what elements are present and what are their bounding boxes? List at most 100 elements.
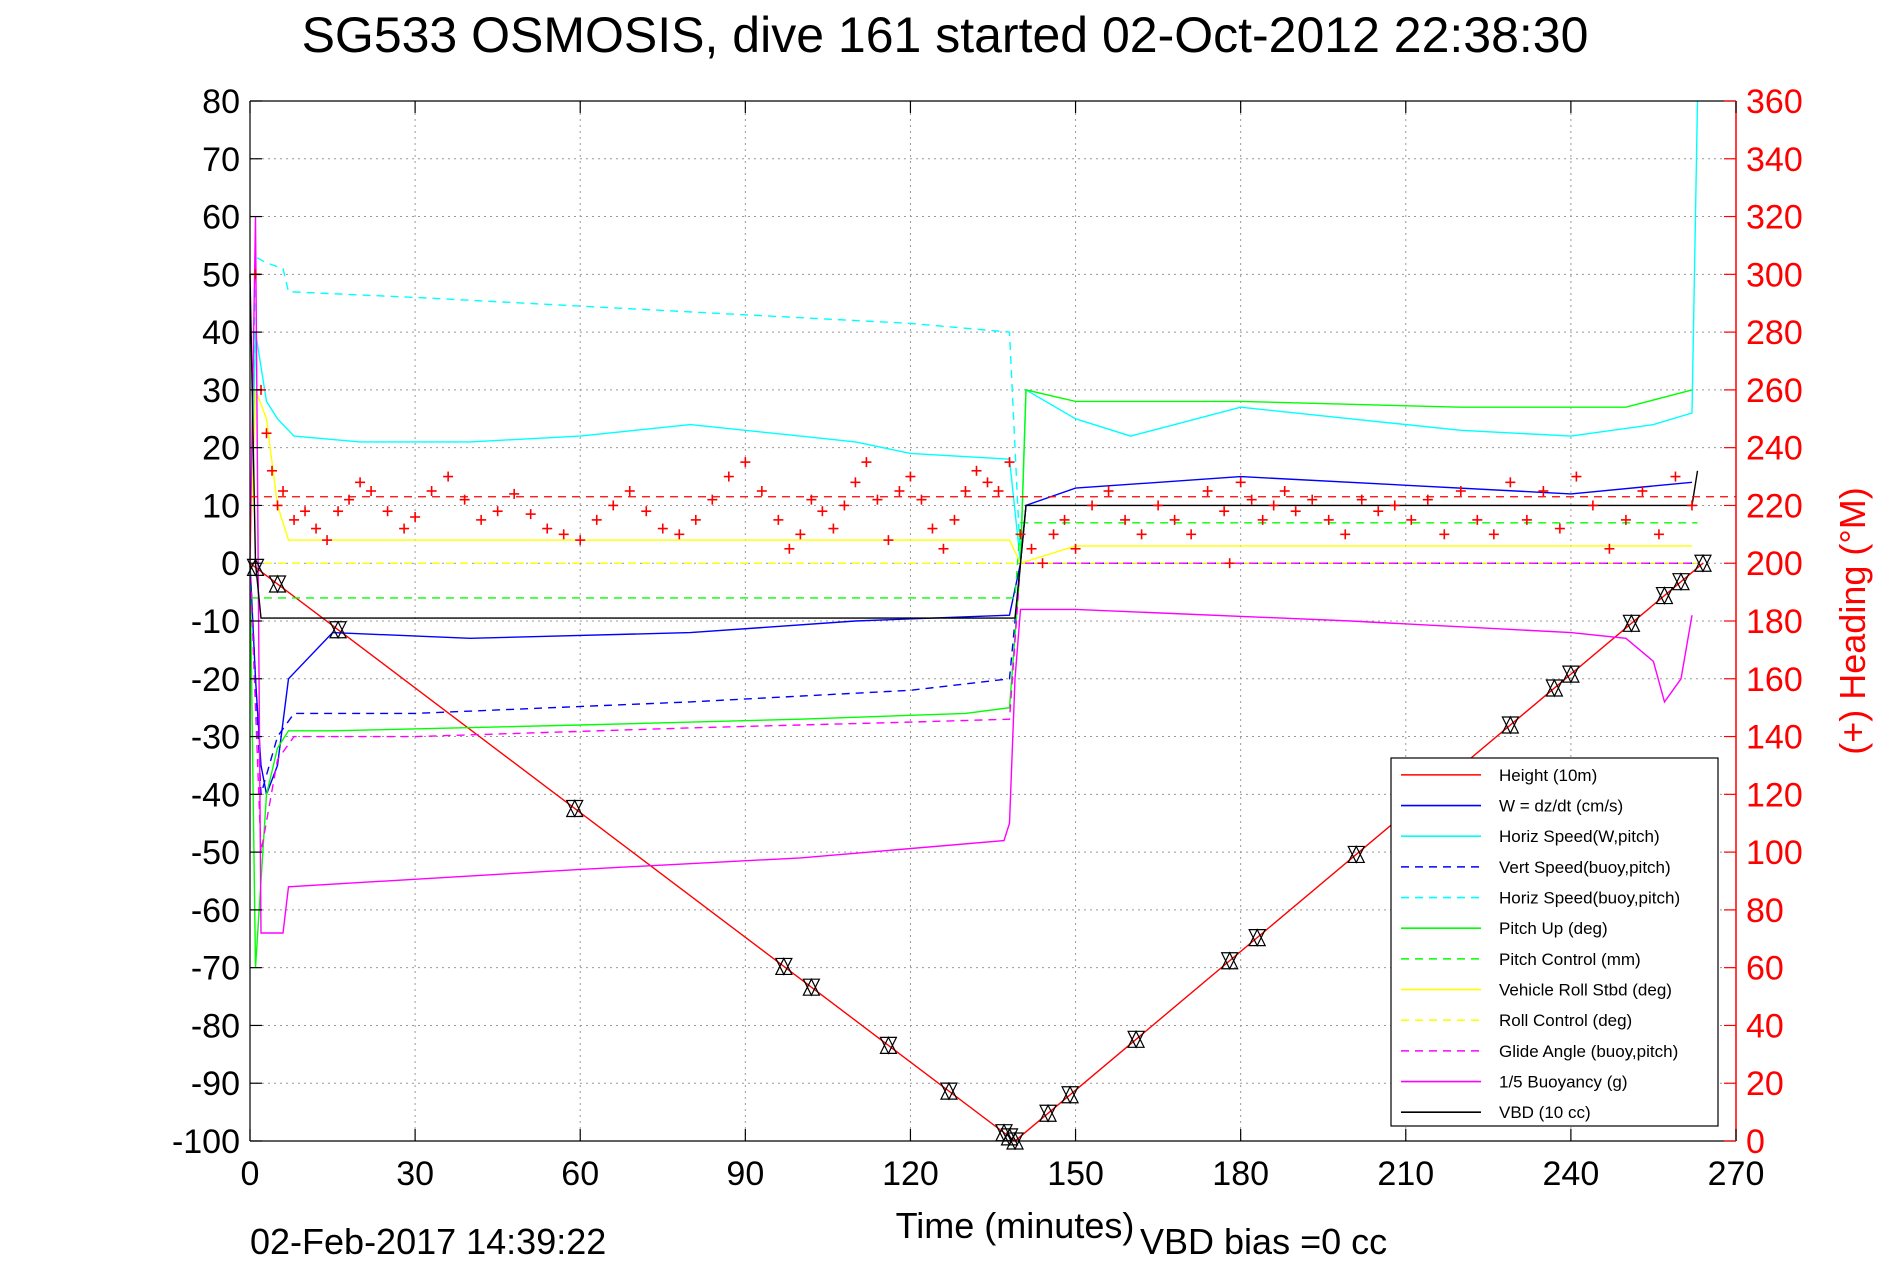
heading-point <box>1037 558 1048 569</box>
y-tick-label: 40 <box>202 314 240 352</box>
heading-point <box>272 500 283 511</box>
heading-point <box>1202 486 1213 496</box>
legend-label: Vert Speed(buoy,pitch) <box>1499 858 1671 877</box>
heading-point <box>690 514 701 525</box>
heading-point <box>542 523 553 534</box>
heading-point <box>289 514 300 525</box>
heading-point <box>905 471 916 482</box>
heading-point <box>344 494 355 505</box>
y-tick-label: -20 <box>191 661 240 699</box>
right-tick-label: 320 <box>1746 199 1803 237</box>
profile-marker <box>1545 678 1564 698</box>
heading-point <box>1670 471 1681 482</box>
y-tick-label: 80 <box>202 83 240 121</box>
heading-point <box>492 506 503 517</box>
profile-marker <box>879 1036 898 1055</box>
profile-marker <box>1561 664 1580 684</box>
y-tick-label: -90 <box>191 1065 240 1103</box>
x-tick-label: 240 <box>1543 1155 1600 1193</box>
heading-point <box>476 514 487 525</box>
heading-point <box>591 514 602 525</box>
heading-point <box>1587 500 1598 511</box>
y-tick-label: -100 <box>172 1123 240 1161</box>
heading-point <box>1373 506 1384 517</box>
heading-point <box>795 529 806 540</box>
heading-point <box>300 506 311 517</box>
heading-point <box>1356 494 1367 505</box>
heading-point <box>1219 506 1230 517</box>
heading-point <box>322 535 333 546</box>
series-vehicle-roll-stbd-deg <box>249 389 1692 565</box>
x-tick-label: 30 <box>396 1155 434 1193</box>
heading-point <box>1686 500 1697 511</box>
y-tick-label: 60 <box>202 199 240 237</box>
heading-point <box>1455 486 1466 496</box>
heading-point <box>1554 523 1565 534</box>
heading-point <box>1340 529 1351 540</box>
heading-point <box>410 512 421 522</box>
heading-point <box>1488 529 1499 540</box>
heading-point <box>971 465 982 476</box>
series-glide-angle-buoy-pitch <box>249 562 1698 853</box>
legend-box <box>1390 757 1719 1127</box>
heading-point <box>1235 477 1246 488</box>
profile-marker <box>565 799 584 818</box>
heading-point <box>927 523 938 534</box>
right-tick-label: 340 <box>1746 141 1803 179</box>
heading-point <box>1538 486 1549 496</box>
heading-point <box>1070 543 1081 554</box>
y-axis-ticks: 80 70 60 50 40 30 20 10 0 -10 -20 -30 -40 -50 -60 -70 -8… <box>172 83 262 1161</box>
y-tick-label: -10 <box>191 603 240 641</box>
heading-point <box>806 494 817 505</box>
x-tick-label: 270 <box>1708 1155 1765 1193</box>
right-tick-label: 360 <box>1746 83 1803 121</box>
heading-point <box>828 523 839 534</box>
right-tick-label: 60 <box>1746 950 1784 988</box>
heading-point <box>894 486 905 496</box>
profile-marker <box>802 977 821 997</box>
profile-marker <box>1694 553 1712 573</box>
profile-marker <box>1671 572 1690 592</box>
x-tick-label: 90 <box>726 1155 764 1193</box>
heading-point <box>624 486 635 496</box>
profile-marker <box>1655 586 1674 605</box>
heading-point <box>949 514 960 525</box>
series-vert-speed-buoy-pitch <box>249 562 1698 795</box>
heading-point <box>1224 558 1235 569</box>
x-axis-ticks: 0 30 60 90 120 150 180 210 240 270 <box>241 101 1765 1193</box>
legend-label: Glide Angle (buoy,pitch) <box>1499 1042 1678 1061</box>
heading-point <box>1120 514 1131 525</box>
heading-point <box>756 486 767 496</box>
profile-marker <box>1347 845 1366 864</box>
heading-point <box>1015 529 1026 540</box>
right-tick-label: 200 <box>1746 545 1803 583</box>
heading-point <box>916 494 927 505</box>
legend-label: Horiz Speed(W,pitch) <box>1499 827 1660 846</box>
profile-marker <box>1622 613 1641 633</box>
heading-point <box>278 486 289 496</box>
profile-marker <box>1248 928 1267 947</box>
heading-point <box>674 529 685 540</box>
legend-label: Vehicle Roll Stbd (deg) <box>1499 981 1672 1000</box>
chart-title: SG533 OSMOSIS, dive 161 started 02-Oct-2… <box>302 7 1589 63</box>
heading-point <box>1246 494 1257 505</box>
heading-point <box>740 457 751 468</box>
series-layer <box>249 100 1704 1142</box>
heading-point <box>443 471 454 482</box>
series-horiz-speed-w-pitch <box>249 100 1699 564</box>
heading-point <box>982 477 993 488</box>
right-tick-label: 280 <box>1746 314 1803 352</box>
heading-point <box>1059 514 1070 525</box>
heading-point <box>1323 514 1334 525</box>
heading-point <box>459 494 470 505</box>
y-tick-label: 30 <box>202 372 240 410</box>
heading-point <box>355 477 366 488</box>
profile-marker <box>246 558 265 577</box>
grid-lines <box>250 101 1736 1141</box>
profile-marker <box>939 1081 958 1101</box>
heading-point <box>1169 514 1180 525</box>
right-tick-label: 80 <box>1746 892 1784 930</box>
heading-point <box>1472 514 1483 525</box>
right-tick-label: 300 <box>1746 256 1803 294</box>
